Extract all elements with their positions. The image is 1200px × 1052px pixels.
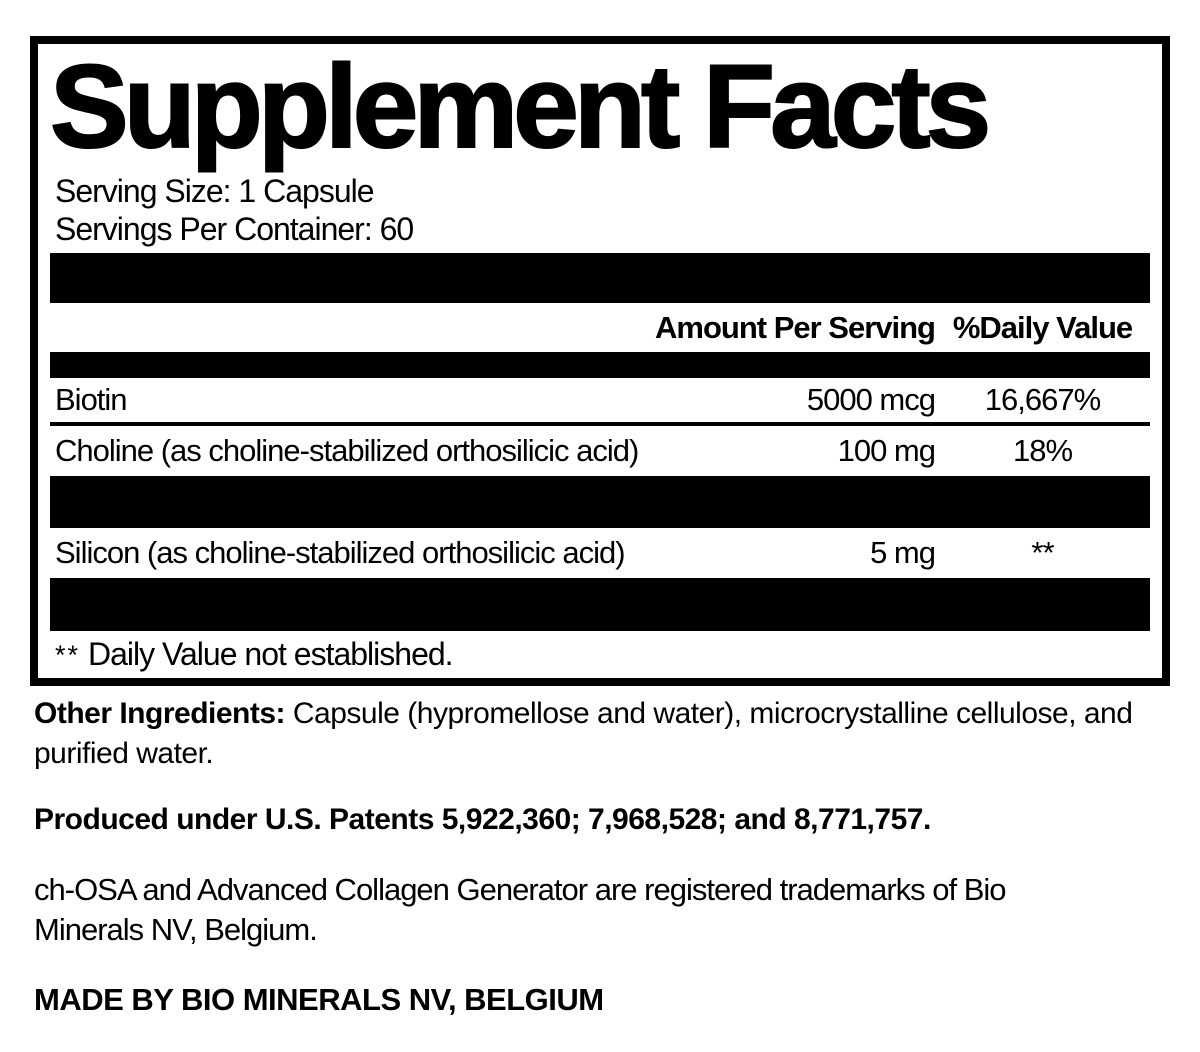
nutrient-daily-value: 16,667% [984,382,1101,417]
nutrient-daily-value: ** [1031,535,1054,570]
servings-per-container-line: Servings Per Container: 60 [55,211,414,247]
nutrient-amount: 5 mg [870,535,936,570]
amount-per-serving-header: Amount Per Serving [655,309,936,345]
nutrient-name: Choline (as choline-stabilized orthosili… [55,433,639,468]
nutrient-row-silicon: Silicon (as choline-stabilized orthosili… [50,528,1150,578]
trademark-paragraph: ch-OSA and Advanced Collagen Generator a… [34,872,1007,947]
daily-value-footnote: ** Daily Value not established. [50,631,1150,679]
other-ingredients-paragraph: Other Ingredients: Capsule (hypromellose… [34,694,1134,774]
made-by-line: MADE BY BIO MINERALS NV, BELGIUM [34,982,604,1017]
nutrient-name: Biotin [55,382,128,417]
column-header-row: Amount Per Serving %Daily Value [50,303,1150,352]
label-info-section: Other Ingredients: Capsule (hypromellose… [34,694,1174,1018]
footnote-text: Daily Value not established. [88,636,454,672]
patents-line: Produced under U.S. Patents 5,922,360; 7… [34,803,931,836]
supplement-facts-panel: Supplement Facts Serving Size: 1 Capsule… [30,36,1170,686]
divider-bar-middle [50,476,1150,528]
daily-value-header: %Daily Value [952,309,1133,345]
nutrient-amount: 100 mg [837,433,936,468]
footnote-asterisks: ** [55,639,81,670]
nutrient-row-choline: Choline (as choline-stabilized orthosili… [50,426,1150,476]
nutrient-amount: 5000 mcg [806,382,936,417]
row-separator-rule [50,422,1150,426]
divider-bar-bottom [50,578,1150,631]
divider-bar-header [50,352,1150,378]
nutrient-name: Silicon (as choline-stabilized orthosili… [55,535,626,570]
other-ingredients-label: Other Ingredients: [34,697,286,730]
divider-bar-top [50,253,1150,303]
other-ingredients-text: Capsule (hypromellose and water), microc… [34,697,1133,770]
nutrient-daily-value: 18% [1012,433,1073,468]
nutrient-row-biotin: Biotin 5000 mcg 16,667% [50,378,1150,422]
supplement-facts-title: Supplement Facts [49,41,992,173]
serving-size-line: Serving Size: 1 Capsule [55,173,375,209]
